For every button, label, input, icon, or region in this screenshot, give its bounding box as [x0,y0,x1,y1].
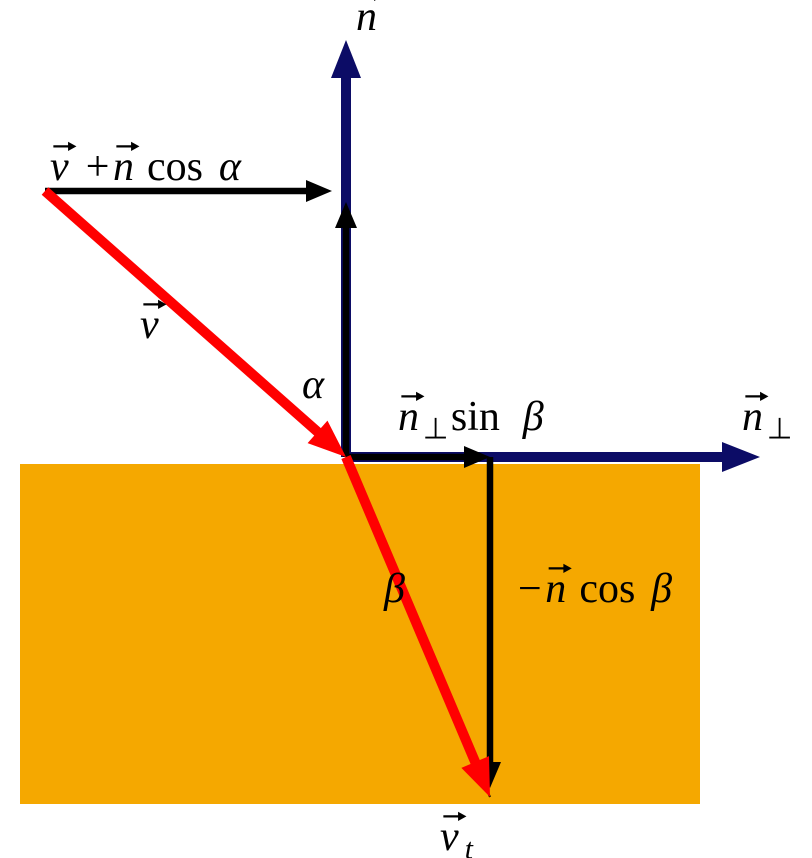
svg-text:v: v [140,302,159,348]
label-v: v [140,300,166,348]
svg-text:α: α [302,362,325,408]
svg-text:−: − [518,566,542,612]
refractive-medium [20,464,700,804]
svg-text:β: β [383,566,405,612]
svg-text:+: + [86,144,110,190]
label-v-plus-ncos-alpha: v +ncosα [50,142,242,190]
label-n: n [356,0,382,40]
svg-text:n: n [742,394,763,440]
svg-text:v: v [440,814,459,858]
svg-text:⊥: ⊥ [767,413,793,445]
svg-text:α: α [219,144,242,190]
label-v-t: vt [440,812,474,858]
svg-text:cos: cos [579,566,635,612]
svg-text:⊥: ⊥ [423,413,449,445]
svg-text:β: β [522,394,544,440]
svg-text:v: v [50,144,69,190]
vector-n-head [331,40,361,78]
vector-n-perp-head [722,442,760,472]
svg-text:sin: sin [451,394,500,440]
vector-ncos-alpha-head [335,202,357,228]
svg-text:n: n [356,0,377,40]
label-beta: β [383,566,405,612]
label-alpha: α [302,362,325,408]
label-n-perp: n⊥ [742,392,792,446]
vector-v-plus-ncos-alpha-head [306,180,332,202]
svg-text:β: β [650,566,672,612]
label-nperp-sin-beta: n⊥sinβ [398,392,544,446]
svg-text:n: n [545,566,566,612]
vector-v [45,191,330,443]
svg-text:t: t [465,833,474,858]
svg-text:n: n [398,394,419,440]
svg-text:n: n [113,144,134,190]
svg-text:cos: cos [147,144,203,190]
